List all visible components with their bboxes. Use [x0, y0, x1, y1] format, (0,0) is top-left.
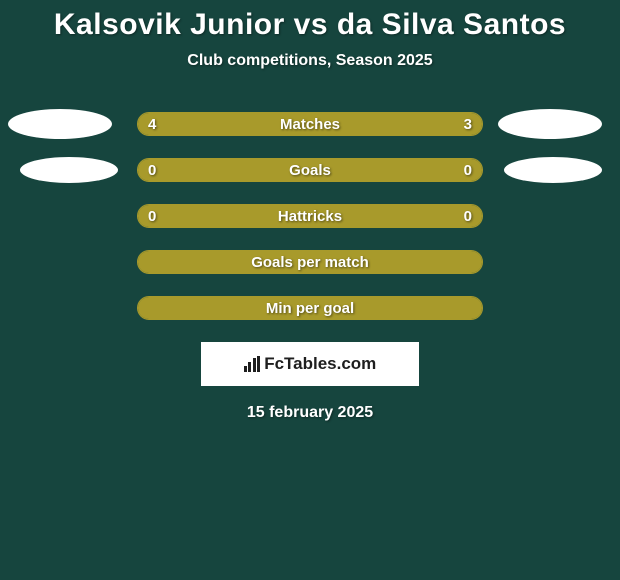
stat-value-left: 0	[148, 205, 156, 227]
bar-fill-left	[138, 205, 310, 227]
bar-fill-right	[310, 205, 482, 227]
bar-fill-left	[138, 159, 310, 181]
bar-fill-left	[138, 113, 310, 135]
stat-bar: 43Matches	[137, 112, 483, 136]
stat-bar: Goals per match	[137, 250, 483, 274]
stat-value-left: 0	[148, 159, 156, 181]
stat-rows: 43Matches00Goals00HattricksGoals per mat…	[0, 112, 620, 320]
bar-fill-right	[310, 113, 482, 135]
stat-row: Goals per match	[0, 250, 620, 274]
bar-fill-left	[138, 251, 310, 273]
stat-bar: 00Hattricks	[137, 204, 483, 228]
stat-value-right: 0	[464, 159, 472, 181]
stat-value-right: 3	[464, 113, 472, 135]
bar-chart-icon	[244, 356, 261, 372]
stat-row: Min per goal	[0, 296, 620, 320]
player-avatar-left	[20, 157, 118, 183]
date-text: 15 february 2025	[0, 404, 620, 422]
bar-fill-right	[310, 251, 482, 273]
bar-fill-right	[310, 159, 482, 181]
player-avatar-left	[8, 109, 112, 139]
page-title: Kalsovik Junior vs da Silva Santos	[0, 8, 620, 42]
player-avatar-right	[504, 157, 602, 183]
player-avatar-right	[498, 109, 602, 139]
stat-row: 00Goals	[0, 158, 620, 182]
stat-row: 43Matches	[0, 112, 620, 136]
page-subtitle: Club competitions, Season 2025	[0, 52, 620, 70]
stat-bar: Min per goal	[137, 296, 483, 320]
brand-badge[interactable]: FcTables.com	[201, 342, 419, 386]
stat-value-right: 0	[464, 205, 472, 227]
stat-bar: 00Goals	[137, 158, 483, 182]
comparison-panel: Kalsovik Junior vs da Silva Santos Club …	[0, 0, 620, 422]
bar-fill-right	[310, 297, 482, 319]
stat-value-left: 4	[148, 113, 156, 135]
bar-fill-left	[138, 297, 310, 319]
brand-text: FcTables.com	[264, 354, 376, 374]
stat-row: 00Hattricks	[0, 204, 620, 228]
